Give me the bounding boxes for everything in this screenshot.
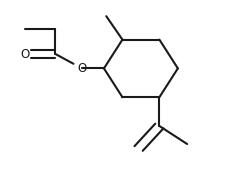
Text: O: O [77, 62, 87, 75]
Text: O: O [21, 48, 30, 60]
